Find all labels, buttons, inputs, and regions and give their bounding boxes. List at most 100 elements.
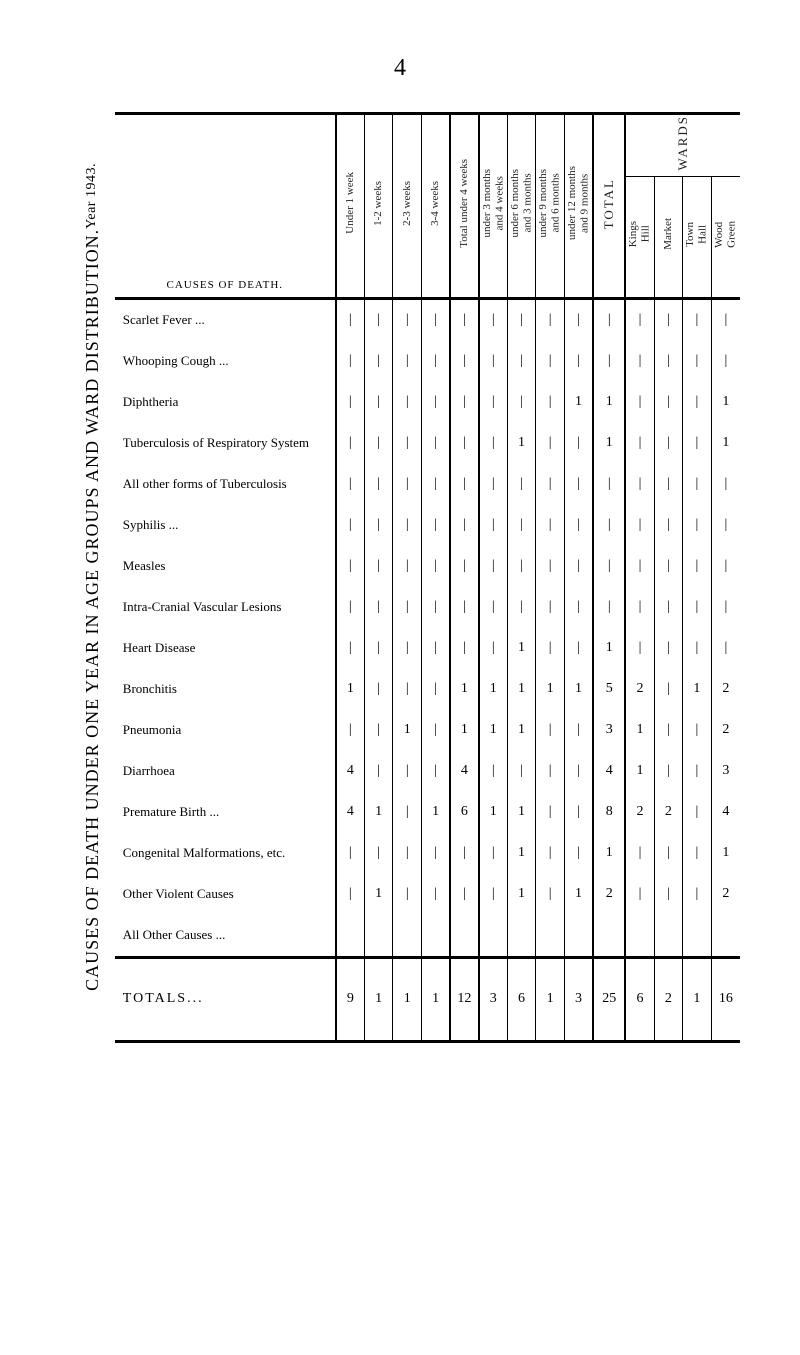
value-cell: | xyxy=(364,587,393,628)
value-cell: | xyxy=(479,628,508,669)
value-cell: | xyxy=(450,874,479,915)
value-cell: | xyxy=(683,298,712,341)
value-cell: | xyxy=(683,751,712,792)
value-cell: | xyxy=(536,587,565,628)
cause-label: All Other Causes ... xyxy=(115,915,336,958)
value-cell: | xyxy=(564,751,593,792)
cause-row: Other Violent Causes|1||||1|12|||2 xyxy=(115,874,740,915)
value-cell: 1 xyxy=(507,792,536,833)
value-cell: 1 xyxy=(711,833,740,874)
totals-row: TOTALS... 9 1 1 1 12 3 6 1 3 25 6 2 1 16 xyxy=(115,977,740,1022)
value-cell: 2 xyxy=(625,669,654,710)
value-cell: | xyxy=(683,710,712,751)
value-cell: | xyxy=(364,546,393,587)
value-cell: | xyxy=(479,505,508,546)
value-cell: | xyxy=(536,341,565,382)
mortality-table: CAUSES OF DEATH. Under 1 week 1-2 weeks … xyxy=(115,112,740,1043)
cause-label: Tuberculosis of Respiratory System xyxy=(115,423,336,464)
col-total-u4wk: Total under 4 weeks xyxy=(450,114,479,299)
value-cell: 4 xyxy=(593,751,625,792)
value-cell: | xyxy=(564,628,593,669)
value-cell: | xyxy=(450,382,479,423)
value-cell: | xyxy=(393,833,422,874)
value-cell: | xyxy=(564,298,593,341)
value-cell: 4 xyxy=(336,792,365,833)
value-cell: | xyxy=(683,874,712,915)
value-cell: | xyxy=(536,382,565,423)
stub-header-text: CAUSES OF DEATH. xyxy=(167,279,284,291)
value-cell: 2 xyxy=(593,874,625,915)
value-cell: | xyxy=(479,298,508,341)
value-cell: 2 xyxy=(711,669,740,710)
value-cell: | xyxy=(711,546,740,587)
value-cell xyxy=(393,915,422,958)
value-cell: | xyxy=(593,546,625,587)
value-cell: 1 xyxy=(507,628,536,669)
value-cell: 1 xyxy=(564,669,593,710)
value-cell: | xyxy=(683,423,712,464)
value-cell: | xyxy=(654,669,683,710)
value-cell: | xyxy=(564,546,593,587)
cause-label: Premature Birth ... xyxy=(115,792,336,833)
value-cell: | xyxy=(625,423,654,464)
value-cell xyxy=(450,915,479,958)
cause-row: Intra-Cranial Vascular Lesions||||||||||… xyxy=(115,587,740,628)
value-cell: | xyxy=(422,874,451,915)
cause-label: Syphilis ... xyxy=(115,505,336,546)
col-u3m: under 3 months and 4 weeks xyxy=(479,114,508,299)
value-cell: | xyxy=(336,382,365,423)
value-cell: | xyxy=(364,833,393,874)
value-cell: | xyxy=(450,298,479,341)
value-cell: | xyxy=(479,464,508,505)
value-cell xyxy=(593,915,625,958)
page-root: 4 CAUSES OF DEATH UNDER ONE YEAR IN AGE … xyxy=(0,0,800,1355)
value-cell: | xyxy=(711,298,740,341)
value-cell: | xyxy=(393,464,422,505)
value-cell: | xyxy=(507,505,536,546)
value-cell: | xyxy=(654,874,683,915)
value-cell: | xyxy=(393,792,422,833)
content-wrap: CAUSES OF DEATH UNDER ONE YEAR IN AGE GR… xyxy=(0,112,800,1043)
cause-label: Pneumonia xyxy=(115,710,336,751)
cause-row: Tuberculosis of Respiratory System||||||… xyxy=(115,423,740,464)
caption-main: CAUSES OF DEATH UNDER ONE YEAR IN AGE GR… xyxy=(78,229,107,991)
value-cell: | xyxy=(683,341,712,382)
cause-row: Syphilis ...|||||||||||||| xyxy=(115,505,740,546)
value-cell: | xyxy=(479,382,508,423)
value-cell: | xyxy=(422,587,451,628)
value-cell: | xyxy=(393,587,422,628)
value-cell: | xyxy=(564,505,593,546)
value-cell: 1 xyxy=(479,710,508,751)
value-cell: 1 xyxy=(507,833,536,874)
cause-row: Whooping Cough ...|||||||||||||| xyxy=(115,341,740,382)
value-cell: 2 xyxy=(625,792,654,833)
value-cell: 4 xyxy=(336,751,365,792)
value-cell: | xyxy=(654,505,683,546)
cause-label: Scarlet Fever ... xyxy=(115,298,336,341)
col-market: Market xyxy=(654,176,683,298)
cause-row: Diphtheria||||||||11|||1 xyxy=(115,382,740,423)
value-cell: | xyxy=(625,464,654,505)
value-cell: | xyxy=(393,874,422,915)
value-cell xyxy=(564,915,593,958)
value-cell: | xyxy=(683,505,712,546)
cause-row: Bronchitis1|||1111152|12 xyxy=(115,669,740,710)
col-kings: Kings Hill xyxy=(625,176,654,298)
value-cell: | xyxy=(479,423,508,464)
cause-label: Congenital Malformations, etc. xyxy=(115,833,336,874)
tot-total: 25 xyxy=(593,977,625,1022)
cause-label: Diphtheria xyxy=(115,382,336,423)
value-cell: | xyxy=(479,751,508,792)
value-cell: 6 xyxy=(450,792,479,833)
totals-spacer-top xyxy=(115,957,740,977)
value-cell: 1 xyxy=(450,669,479,710)
value-cell: | xyxy=(593,505,625,546)
value-cell: | xyxy=(393,382,422,423)
value-cell: | xyxy=(654,628,683,669)
value-cell: | xyxy=(364,423,393,464)
value-cell: | xyxy=(393,341,422,382)
col-town: Town Hall xyxy=(683,176,712,298)
value-cell: | xyxy=(336,587,365,628)
value-cell: | xyxy=(336,464,365,505)
value-cell: | xyxy=(336,833,365,874)
